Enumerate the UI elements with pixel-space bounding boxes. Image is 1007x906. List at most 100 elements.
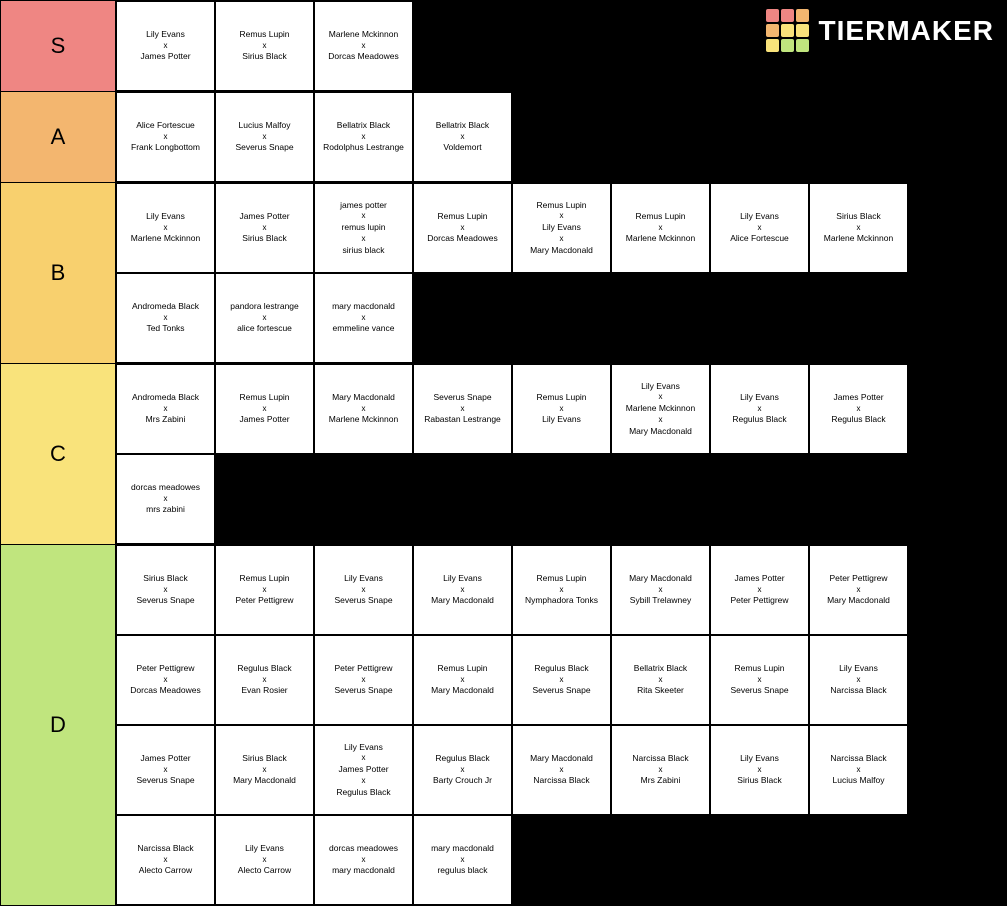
tier-label[interactable]: C xyxy=(1,364,116,544)
card-separator: x xyxy=(560,211,564,222)
tier-card[interactable]: Peter PettigrewxDorcas Meadowes xyxy=(117,636,214,724)
tier-card[interactable]: Severus SnapexRabastan Lestrange xyxy=(414,365,511,453)
tier-card[interactable]: Mary MacdonaldxNarcissa Black xyxy=(513,726,610,814)
card-name: Lucius Malfoy xyxy=(239,120,291,131)
card-separator: x xyxy=(857,223,861,234)
tier-card[interactable]: Bellatrix BlackxRodolphus Lestrange xyxy=(315,93,412,181)
tier-label[interactable]: D xyxy=(1,545,116,905)
tier-card[interactable]: mary macdonaldxemmeline vance xyxy=(315,274,412,362)
tier-card[interactable]: Lily EvansxRegulus Black xyxy=(711,365,808,453)
tier-items[interactable]: TIERMAKERLily EvansxJames PotterRemus Lu… xyxy=(116,1,1006,91)
tier-card[interactable]: James PotterxPeter Pettigrew xyxy=(711,546,808,634)
card-name: Remus Lupin xyxy=(239,392,289,403)
card-name: Sirius Black xyxy=(242,753,286,764)
card-name: Barty Crouch Jr xyxy=(433,775,492,786)
tier-card[interactable]: Lily EvansxMarlene MckinnonxMary Macdona… xyxy=(612,365,709,453)
tier-card[interactable]: Lily EvansxAlecto Carrow xyxy=(216,816,313,904)
tier-card[interactable]: mary macdonaldxregulus black xyxy=(414,816,511,904)
tier-card[interactable]: Lucius MalfoyxSeverus Snape xyxy=(216,93,313,181)
tier-card[interactable]: Marlene MckinnonxDorcas Meadowes xyxy=(315,2,412,90)
tier-card[interactable]: James PotterxSirius Black xyxy=(216,184,313,272)
card-name: Regulus Black xyxy=(336,787,390,798)
tier-card[interactable]: Remus LupinxDorcas Meadowes xyxy=(414,184,511,272)
tier-card[interactable]: pandora lestrangexalice fortescue xyxy=(216,274,313,362)
tier-card[interactable]: Lily EvansxJames Potter xyxy=(117,2,214,90)
tier-card[interactable]: Sirius BlackxMary Macdonald xyxy=(216,726,313,814)
card-separator: x xyxy=(659,585,663,596)
card-name: Bellatrix Black xyxy=(634,663,687,674)
tier-card[interactable]: Alice FortescuexFrank Longbottom xyxy=(117,93,214,181)
card-name: Voldemort xyxy=(443,142,481,153)
tier-card[interactable]: james potterxremus lupinxsirius black xyxy=(315,184,412,272)
card-separator: x xyxy=(362,675,366,686)
card-name: Lily Evans xyxy=(344,742,383,753)
tier-card[interactable]: Bellatrix BlackxVoldemort xyxy=(414,93,511,181)
tier-card[interactable]: Mary MacdonaldxSybill Trelawney xyxy=(612,546,709,634)
card-name: Sirius Black xyxy=(836,211,880,222)
card-name: Remus Lupin xyxy=(536,200,586,211)
tier-card[interactable]: James PotterxRegulus Black xyxy=(810,365,907,453)
tier-card[interactable]: Lily EvansxMary Macdonald xyxy=(414,546,511,634)
tier-card[interactable]: Remus LupinxSirius Black xyxy=(216,2,313,90)
card-name: Remus Lupin xyxy=(239,29,289,40)
tier-card[interactable]: Remus LupinxMary Macdonald xyxy=(414,636,511,724)
card-name: Remus Lupin xyxy=(239,573,289,584)
tier-card[interactable]: Narcissa BlackxMrs Zabini xyxy=(612,726,709,814)
tier-card[interactable]: Narcissa BlackxAlecto Carrow xyxy=(117,816,214,904)
card-separator: x xyxy=(362,211,366,222)
tier-label[interactable]: S xyxy=(1,1,116,91)
card-name: dorcas meadowes xyxy=(131,482,200,493)
card-name: Peter Pettigrew xyxy=(136,663,194,674)
card-name: Severus Snape xyxy=(532,685,590,696)
tier-card[interactable]: dorcas meadowesxmrs zabini xyxy=(117,455,214,543)
tier-card[interactable]: Regulus BlackxEvan Rosier xyxy=(216,636,313,724)
tier-items[interactable]: Sirius BlackxSeverus SnapeRemus LupinxPe… xyxy=(116,545,1006,905)
tier-card[interactable]: Peter PettigrewxSeverus Snape xyxy=(315,636,412,724)
tier-card[interactable]: Remus LupinxLily Evans xyxy=(513,365,610,453)
tier-label[interactable]: A xyxy=(1,92,116,182)
card-name: Sirius Black xyxy=(737,775,781,786)
card-name: Lily Evans xyxy=(740,211,779,222)
tier-card[interactable]: Regulus BlackxBarty Crouch Jr xyxy=(414,726,511,814)
tier-card[interactable]: Andromeda BlackxTed Tonks xyxy=(117,274,214,362)
card-name: Sirius Black xyxy=(242,51,286,62)
card-name: Narcissa Black xyxy=(632,753,688,764)
tier-card[interactable]: Narcissa BlackxLucius Malfoy xyxy=(810,726,907,814)
tier-card[interactable]: Lily EvansxSeverus Snape xyxy=(315,546,412,634)
tier-card[interactable]: Regulus BlackxSeverus Snape xyxy=(513,636,610,724)
tier-card[interactable]: Remus LupinxMarlene Mckinnon xyxy=(612,184,709,272)
tier-card[interactable]: Lily EvansxAlice Fortescue xyxy=(711,184,808,272)
tier-items[interactable]: Lily EvansxMarlene MckinnonJames Potterx… xyxy=(116,183,1006,363)
tier-items[interactable]: Andromeda BlackxMrs ZabiniRemus LupinxJa… xyxy=(116,364,1006,544)
tier-card[interactable]: Andromeda BlackxMrs Zabini xyxy=(117,365,214,453)
tier-card[interactable]: Remus LupinxLily EvansxMary Macdonald xyxy=(513,184,610,272)
tier-card[interactable]: Sirius BlackxMarlene Mckinnon xyxy=(810,184,907,272)
tier-card[interactable]: Remus LupinxNymphadora Tonks xyxy=(513,546,610,634)
card-separator: x xyxy=(164,223,168,234)
tier-card[interactable]: Peter PettigrewxMary Macdonald xyxy=(810,546,907,634)
tier-label[interactable]: B xyxy=(1,183,116,363)
tier-card[interactable]: dorcas meadowesxmary macdonald xyxy=(315,816,412,904)
card-name: Alice Fortescue xyxy=(136,120,195,131)
tier-card[interactable]: Remus LupinxJames Potter xyxy=(216,365,313,453)
tier-card[interactable]: Bellatrix BlackxRita Skeeter xyxy=(612,636,709,724)
tiermaker-logo[interactable]: TIERMAKER xyxy=(766,9,994,52)
tier-card[interactable]: Lily EvansxJames PotterxRegulus Black xyxy=(315,726,412,814)
tier-card[interactable]: Lily EvansxNarcissa Black xyxy=(810,636,907,724)
tier-card[interactable]: Sirius BlackxSeverus Snape xyxy=(117,546,214,634)
tier-items[interactable]: Alice FortescuexFrank LongbottomLucius M… xyxy=(116,92,1006,182)
tier-card[interactable]: Remus LupinxPeter Pettigrew xyxy=(216,546,313,634)
tier-card[interactable]: James PotterxSeverus Snape xyxy=(117,726,214,814)
card-separator: x xyxy=(263,223,267,234)
card-name: James Potter xyxy=(734,573,784,584)
tier-card[interactable]: Lily EvansxSirius Black xyxy=(711,726,808,814)
card-name: Remus Lupin xyxy=(437,211,487,222)
card-separator: x xyxy=(164,585,168,596)
tier-card[interactable]: Lily EvansxMarlene Mckinnon xyxy=(117,184,214,272)
tier-card[interactable]: Mary MacdonaldxMarlene Mckinnon xyxy=(315,365,412,453)
tier-card[interactable]: Remus LupinxSeverus Snape xyxy=(711,636,808,724)
card-separator: x xyxy=(164,765,168,776)
card-separator: x xyxy=(659,675,663,686)
card-name: Peter Pettigrew xyxy=(334,663,392,674)
card-separator: x xyxy=(164,132,168,143)
